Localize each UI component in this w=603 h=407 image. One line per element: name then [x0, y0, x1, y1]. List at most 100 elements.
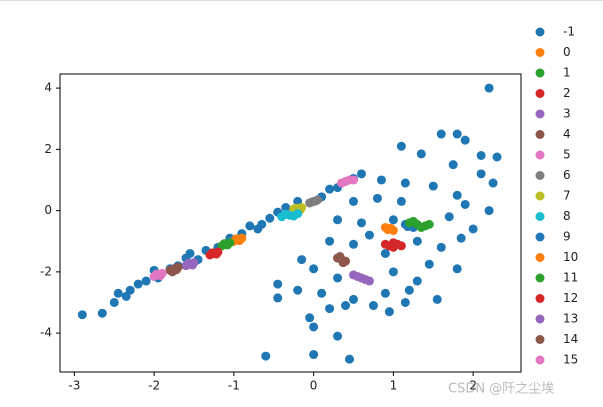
legend-marker [535, 89, 545, 98]
legend-label: 10 [563, 250, 578, 264]
legend-marker [535, 273, 545, 283]
point [412, 276, 422, 286]
point [289, 211, 299, 221]
x-tick-label: 0 [310, 379, 318, 393]
point [325, 304, 335, 314]
point [333, 331, 343, 341]
point [412, 236, 422, 246]
point [309, 322, 319, 332]
point [97, 308, 107, 318]
point [113, 288, 123, 298]
point [364, 230, 374, 240]
point [311, 196, 321, 206]
legend-marker [535, 294, 545, 303]
legend-label: 12 [563, 291, 578, 305]
legend-label: 0 [563, 45, 571, 59]
point [261, 351, 271, 361]
point [293, 285, 303, 295]
y-tick-label: -4 [40, 326, 52, 340]
legend-marker [535, 191, 545, 201]
point [388, 215, 398, 225]
watermark: CSDN @阡之尘埃 [448, 382, 554, 397]
legend-marker [535, 355, 545, 365]
y-tick-label: 4 [44, 81, 52, 95]
y-tick-label: 2 [44, 142, 52, 156]
point [155, 271, 165, 281]
point [424, 219, 434, 229]
point [396, 241, 406, 251]
point [305, 313, 315, 323]
point [396, 196, 406, 206]
legend-marker [535, 335, 545, 344]
point [428, 181, 438, 191]
point [187, 260, 197, 270]
point [349, 196, 359, 206]
x-tick-label: -1 [228, 379, 240, 393]
point [222, 240, 232, 250]
point [468, 224, 478, 234]
point [273, 293, 283, 303]
point [77, 310, 87, 320]
point [388, 238, 398, 248]
point [488, 178, 498, 188]
legend-label: 5 [563, 148, 571, 162]
point [297, 255, 307, 265]
point [448, 160, 458, 170]
point [492, 152, 502, 162]
legend-label: -1 [563, 25, 575, 39]
point [265, 213, 275, 223]
legend-marker [535, 48, 545, 57]
legend-label: 4 [563, 127, 571, 141]
legend-label: 1 [563, 66, 571, 80]
point [372, 193, 382, 203]
point [356, 218, 366, 228]
point [444, 212, 454, 222]
legend-label: 15 [563, 353, 578, 367]
legend-marker [535, 68, 545, 78]
point [325, 184, 335, 194]
legend-label: 7 [563, 189, 571, 203]
point [376, 175, 386, 185]
point [476, 169, 486, 179]
point [452, 264, 462, 274]
point [281, 209, 291, 219]
point [416, 222, 426, 232]
point [345, 354, 355, 364]
point [253, 224, 263, 234]
point [349, 239, 359, 249]
legend-label: 2 [563, 86, 571, 100]
point [325, 236, 335, 246]
point [368, 301, 378, 311]
x-tick-label: 1 [390, 379, 398, 393]
point [341, 301, 351, 311]
point [356, 169, 366, 179]
point [273, 279, 283, 289]
legend-marker [535, 130, 545, 139]
point [141, 276, 151, 286]
y-tick-label: -2 [40, 264, 52, 278]
legend-label: 13 [563, 312, 578, 326]
point [452, 129, 462, 139]
point [456, 233, 466, 243]
legend-marker [535, 27, 545, 37]
point [133, 279, 143, 289]
legend-marker [535, 212, 545, 221]
point [460, 135, 470, 145]
point [349, 294, 359, 304]
point [309, 264, 319, 274]
point [436, 242, 446, 252]
point [400, 297, 410, 307]
legend-marker [535, 232, 545, 242]
point [404, 285, 414, 295]
legend-label: 11 [563, 271, 578, 285]
point [476, 150, 486, 160]
point [364, 276, 374, 286]
point [452, 190, 462, 200]
x-tick-label: -3 [68, 379, 80, 393]
point [109, 297, 119, 307]
legend-label: 9 [563, 230, 571, 244]
point [400, 178, 410, 188]
legend-label: 8 [563, 209, 571, 223]
point [380, 248, 390, 258]
